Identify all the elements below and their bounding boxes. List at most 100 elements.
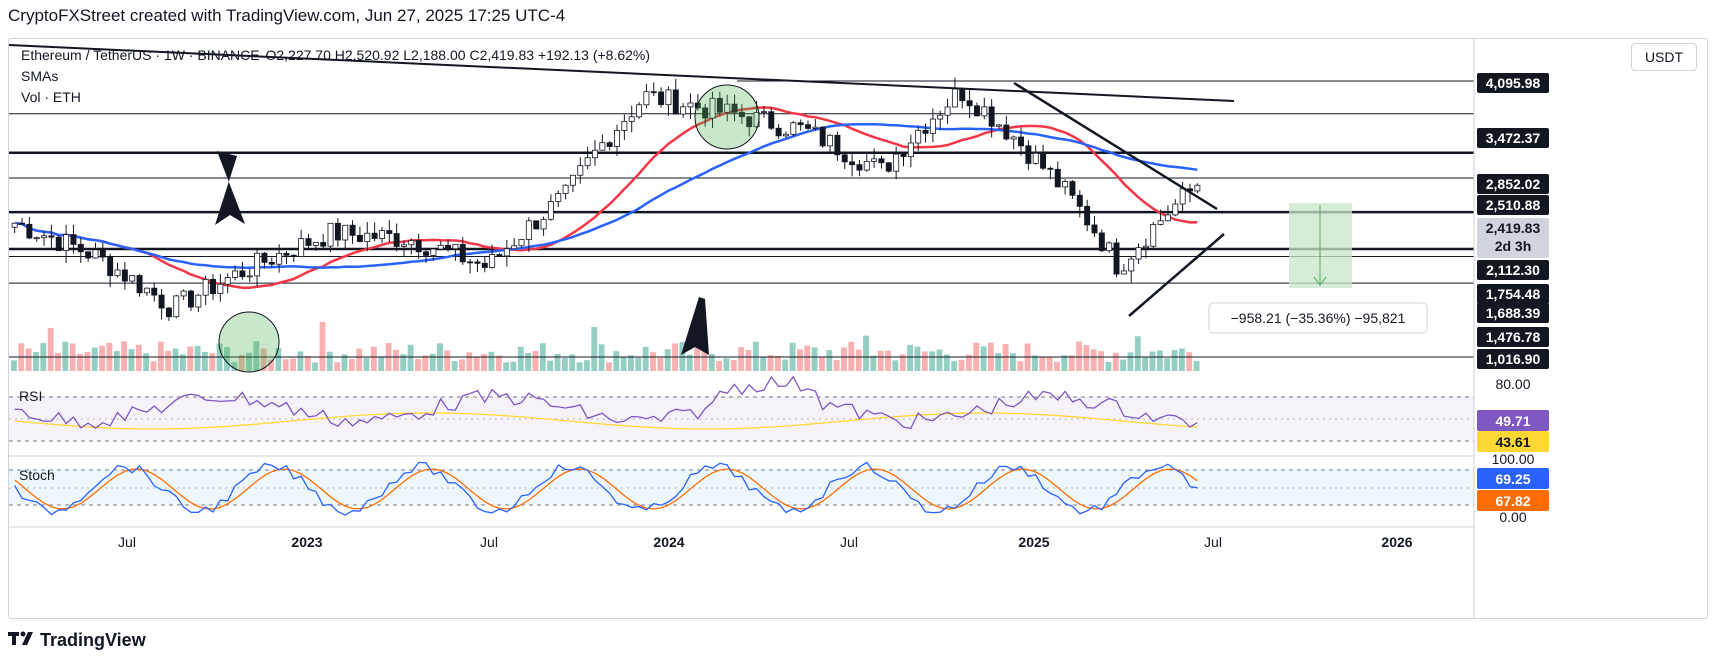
price-level-label: 1,476.78 [1486, 329, 1541, 345]
volume-bar [833, 360, 840, 371]
x-axis-tick-label: 2025 [1018, 534, 1049, 550]
price-level-label: 1,688.39 [1486, 305, 1541, 321]
currency-button[interactable]: USDT [1631, 43, 1697, 71]
chart-frame[interactable]: Ethereum / TetherUS · 1W · BINANCE O2,22… [8, 38, 1708, 619]
volume-bar [378, 356, 385, 371]
tradingview-brand: TradingView [40, 630, 146, 650]
candle-body [709, 97, 716, 119]
rsi-label: RSI [19, 388, 42, 404]
volume-bar [201, 351, 208, 371]
candle-body [599, 142, 606, 151]
candle-body [489, 254, 496, 268]
candle-body [239, 270, 246, 278]
candle-body [180, 290, 187, 297]
candle-body [981, 106, 988, 117]
indicator-sma-label[interactable]: SMAs [21, 68, 59, 84]
volume-bar [826, 350, 833, 371]
volume-bar [503, 362, 510, 371]
triangle-upper-line [1013, 81, 1218, 211]
candle-body [165, 307, 172, 318]
volume-bar [275, 348, 282, 371]
candle-body [606, 142, 613, 147]
candle-body [320, 242, 327, 247]
price-level-label: 2,510.88 [1486, 197, 1541, 213]
volume-bar [642, 346, 649, 371]
price-level-tag [1477, 174, 1549, 194]
volume-bar [1149, 351, 1156, 371]
candle-body [687, 102, 694, 108]
candle-body [1040, 152, 1047, 169]
volume-bar [304, 356, 311, 371]
candle-body [672, 89, 679, 115]
candle-body [643, 91, 650, 106]
candle-body [268, 261, 275, 265]
volume-bar [708, 353, 715, 371]
price-level-tag [1477, 260, 1549, 280]
volume-bar [576, 362, 583, 371]
chart-header-caption: CryptoFXStreet created with TradingView.… [8, 6, 566, 25]
stoch-d-line [14, 468, 1198, 510]
candle-body [55, 236, 62, 252]
volume-bar [1083, 345, 1090, 371]
volume-bar [995, 353, 1002, 371]
volume-bar [334, 362, 341, 371]
candle-body [1025, 145, 1032, 164]
x-axis-tick-label: 2026 [1381, 534, 1412, 550]
volume-bar [613, 351, 620, 371]
candle-body [1142, 245, 1149, 249]
highlight-circle-top [694, 84, 760, 150]
price-chart[interactable]: −958.21 (−35.36%) −95,821 RSI Stoch Jul 2… [9, 39, 1708, 619]
volume-bar [752, 341, 759, 371]
volume-bar [686, 354, 693, 371]
volume-bar [929, 351, 936, 371]
volume-bar [635, 357, 642, 371]
volume-bar [1178, 348, 1185, 371]
candle-body [584, 157, 591, 167]
volume-bar [628, 355, 634, 371]
volume-bar [936, 349, 943, 371]
open-value: O2,227.70 [265, 47, 331, 63]
candle-body [959, 88, 966, 102]
candle-body [812, 126, 819, 129]
measure-label-box [1208, 302, 1428, 334]
candle-body [474, 261, 481, 264]
volume-bar [165, 350, 172, 371]
x-axis-tick-label: Jul [1204, 534, 1222, 550]
candle-body [1054, 168, 1061, 188]
volume-bar [150, 361, 157, 371]
candle-body [136, 275, 143, 294]
volume-bar [253, 341, 260, 371]
volume-bar [583, 360, 590, 371]
stoch-d-value-label-tag [1477, 490, 1549, 511]
candle-body [41, 235, 48, 239]
candle-body [915, 129, 922, 144]
volume-bar [1142, 357, 1149, 371]
volume-bar [606, 362, 612, 371]
candle-body [511, 245, 518, 250]
candle-body [1194, 184, 1201, 192]
volume-bar [231, 361, 238, 371]
symbol-label[interactable]: Ethereum / TetherUS · 1W · BINANCE [21, 47, 260, 63]
tradingview-logo-icon [8, 630, 34, 651]
volume-bar [848, 341, 855, 371]
candle-body [893, 153, 900, 172]
candle-body [775, 127, 782, 137]
volume-bar [429, 353, 436, 371]
highlight-circle-bottom [218, 311, 280, 373]
candle-body [401, 244, 407, 247]
volume-bar [194, 345, 201, 371]
candle-body [614, 130, 620, 147]
candle-body [99, 249, 106, 258]
indicator-volume-label[interactable]: Vol · ETH [21, 89, 81, 105]
volume-bar [33, 352, 39, 371]
candle-body [158, 294, 165, 309]
volume-bar [319, 321, 326, 371]
volume-bar [55, 352, 61, 371]
candle-body [187, 290, 194, 308]
volume-bar [1156, 350, 1163, 371]
candle-body [1113, 242, 1120, 275]
candle-body [973, 105, 980, 117]
candle-body [481, 262, 488, 268]
volume-bar [980, 346, 987, 371]
measure-label: −958.21 (−35.36%) −95,821 [1231, 310, 1406, 326]
